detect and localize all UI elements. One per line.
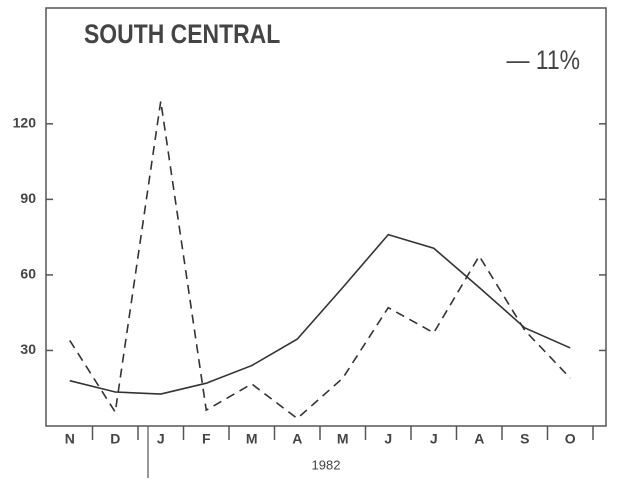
x-tick-label: J [157, 431, 165, 447]
x-tick-label: J [430, 431, 438, 447]
x-tick-label: O [565, 431, 576, 447]
x-tick-label: A [474, 431, 484, 447]
y-tick-label: 90 [20, 190, 36, 206]
chart-title: SOUTH CENTRAL [84, 19, 280, 49]
series-line [69, 101, 571, 420]
x-tick-label: F [202, 431, 211, 447]
y-tick-label: 60 [20, 266, 36, 282]
x-tick-label: M [246, 431, 258, 447]
x-tick-label: J [384, 431, 392, 447]
y-tick-label: 120 [13, 115, 37, 131]
annotation: — 11% [506, 45, 580, 75]
x-tick-label: N [65, 431, 75, 447]
series-line [69, 233, 571, 395]
x-tick-label: A [292, 431, 302, 447]
x-tick-label: S [520, 431, 529, 447]
x-axis-label: 1982 [312, 457, 341, 472]
plot-frame [45, 7, 607, 427]
x-tick-label: D [110, 431, 120, 447]
x-tick-label: M [337, 431, 349, 447]
y-tick-label: 30 [20, 341, 36, 357]
